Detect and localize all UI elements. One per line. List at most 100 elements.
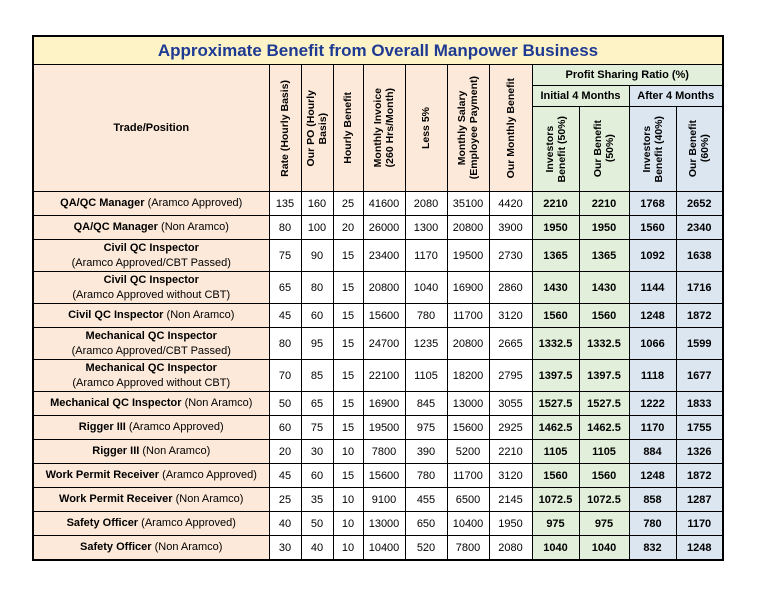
investors-50-cell: 975 [531, 511, 580, 536]
less-5-cell: 845 [404, 391, 448, 416]
less-5-cell: 1170 [404, 239, 448, 272]
monthly-invoice-cell: 23400 [362, 239, 406, 272]
trade-name: Civil QC Inspector [68, 309, 164, 321]
our-monthly-benefit-cell: 3120 [488, 303, 533, 328]
trade-qualifier: (Aramco Approved/CBT Passed) [71, 256, 231, 269]
table-row: Mechanical QC Inspector (Aramco Approved/… [32, 327, 724, 360]
investors-40-cell: 1170 [628, 415, 677, 440]
monthly-invoice-cell: 16900 [362, 391, 406, 416]
investors-50-cell: 1950 [531, 215, 580, 240]
trade-position-cell: Safety Officer (Non Aramco) [32, 535, 270, 561]
our-benefit-50-cell: 1040 [578, 535, 630, 561]
our-po-cell: 40 [300, 535, 334, 561]
our-benefit-50-header: Our Benefit (50%) [578, 106, 630, 192]
trade-position-header: Trade/Position [32, 64, 270, 192]
investors-50-cell: 1040 [531, 535, 580, 561]
monthly-invoice-cell: 10400 [362, 535, 406, 561]
rate-cell: 60 [268, 415, 302, 440]
our-monthly-benefit-cell: 2795 [488, 359, 533, 392]
our-monthly-benefit-cell: 2925 [488, 415, 533, 440]
our-monthly-benefit-cell: 2080 [488, 535, 533, 561]
investors-40-cell: 1248 [628, 463, 677, 488]
rate-cell: 50 [268, 391, 302, 416]
our-benefit-50-cell: 1950 [578, 215, 630, 240]
table-row: Mechanical QC Inspector (Aramco Approved … [32, 359, 724, 392]
investors-40-cell: 832 [628, 535, 677, 561]
trade-name: Rigger III [78, 421, 126, 433]
investors-50-cell: 1072.5 [531, 487, 580, 512]
rate-cell: 25 [268, 487, 302, 512]
trade-position-cell: Rigger III (Non Aramco) [32, 439, 270, 464]
our-po-cell: 160 [300, 191, 334, 216]
trade-qualifier: (Non Aramco) [166, 309, 235, 321]
our-benefit-60-cell: 1755 [675, 415, 724, 440]
trade-qualifier: (Non Aramco) [184, 397, 253, 409]
table-row: Safety Officer (Non Aramco) 30 40 10 10400 52… [32, 535, 724, 561]
investors-50-cell: 1430 [531, 271, 580, 304]
investors-40-cell: 1118 [628, 359, 677, 392]
trade-qualifier: (Aramco Approved) [162, 469, 257, 481]
less-5-cell: 455 [404, 487, 448, 512]
trade-position-cell: Civil QC Inspector (Aramco Approved witho… [32, 271, 270, 304]
trade-qualifier: (Aramco Approved without CBT) [72, 288, 231, 301]
trade-position-cell: QA/QC Manager (Non Aramco) [32, 215, 270, 240]
our-po-cell: 50 [300, 511, 334, 536]
our-benefit-50-cell: 1365 [578, 239, 630, 272]
our-benefit-50-cell: 1072.5 [578, 487, 630, 512]
trade-qualifier: (Aramco Approved) [141, 517, 236, 529]
our-benefit-50-cell: 975 [578, 511, 630, 536]
our-benefit-50-cell: 1430 [578, 271, 630, 304]
trade-name: Safety Officer [66, 517, 139, 529]
trade-name: Safety Officer [80, 541, 152, 553]
rate-cell: 45 [268, 303, 302, 328]
monthly-invoice-cell: 22100 [362, 359, 406, 392]
investors-50-cell: 1332.5 [531, 327, 580, 360]
rate-cell: 80 [268, 215, 302, 240]
our-po-cell: 65 [300, 391, 334, 416]
our-benefit-60-cell: 1326 [675, 439, 724, 464]
our-monthly-benefit-cell: 2665 [488, 327, 533, 360]
investors-50-cell: 1105 [531, 439, 580, 464]
our-benefit-60-cell: 1872 [675, 303, 724, 328]
hourly-benefit-cell: 15 [332, 271, 364, 304]
our-monthly-benefit-cell: 2145 [488, 487, 533, 512]
hourly-benefit-cell: 15 [332, 239, 364, 272]
investors-50-cell: 1397.5 [531, 359, 580, 392]
table-title-text: Approximate Benefit from Overall Manpowe… [157, 40, 599, 60]
monthly-salary-cell: 5200 [446, 439, 490, 464]
hourly-benefit-cell: 15 [332, 359, 364, 392]
monthly-invoice-cell: 15600 [362, 303, 406, 328]
less-5-cell: 2080 [404, 191, 448, 216]
monthly-salary-cell: 11700 [446, 463, 490, 488]
our-monthly-benefit-cell: 1950 [488, 511, 533, 536]
our-benefit-60-cell: 2652 [675, 191, 724, 216]
investors-40-cell: 1248 [628, 303, 677, 328]
our-benefit-50-cell: 1560 [578, 303, 630, 328]
our-benefit-50-cell: 1527.5 [578, 391, 630, 416]
profit-sharing-header: Profit Sharing Ratio (%) [531, 64, 724, 86]
our-po-cell: 60 [300, 303, 334, 328]
trade-position-cell: Rigger III (Aramco Approved) [32, 415, 270, 440]
our-benefit-60-cell: 1170 [675, 511, 724, 536]
trade-position-cell: Work Permit Receiver (Non Aramco) [32, 487, 270, 512]
our-benefit-60-cell: 1599 [675, 327, 724, 360]
table-row: Civil QC Inspector (Aramco Approved/CBT P… [32, 239, 724, 272]
trade-qualifier: (Aramco Approved) [147, 197, 243, 209]
investors-50-cell: 1365 [531, 239, 580, 272]
our-benefit-60-cell: 1872 [675, 463, 724, 488]
trade-name: Mechanical QC Inspector [85, 361, 217, 374]
our-benefit-50-cell: 1560 [578, 463, 630, 488]
our-benefit-60-cell: 1638 [675, 239, 724, 272]
our-monthly-benefit-cell: 3900 [488, 215, 533, 240]
monthly-salary-cell: 11700 [446, 303, 490, 328]
our-monthly-benefit-cell: 2860 [488, 271, 533, 304]
trade-qualifier: (Non Aramco) [161, 221, 229, 233]
trade-name: Work Permit Receiver [45, 469, 160, 481]
less-5-cell: 975 [404, 415, 448, 440]
our-benefit-60-cell: 2340 [675, 215, 724, 240]
trade-name: Work Permit Receiver [59, 493, 173, 505]
trade-position-cell: Mechanical QC Inspector (Aramco Approved … [32, 359, 270, 392]
trade-position-cell: Work Permit Receiver (Aramco Approved) [32, 463, 270, 488]
monthly-invoice-cell: 9100 [362, 487, 406, 512]
hourly-benefit-header: Hourly Benefit [332, 64, 364, 192]
